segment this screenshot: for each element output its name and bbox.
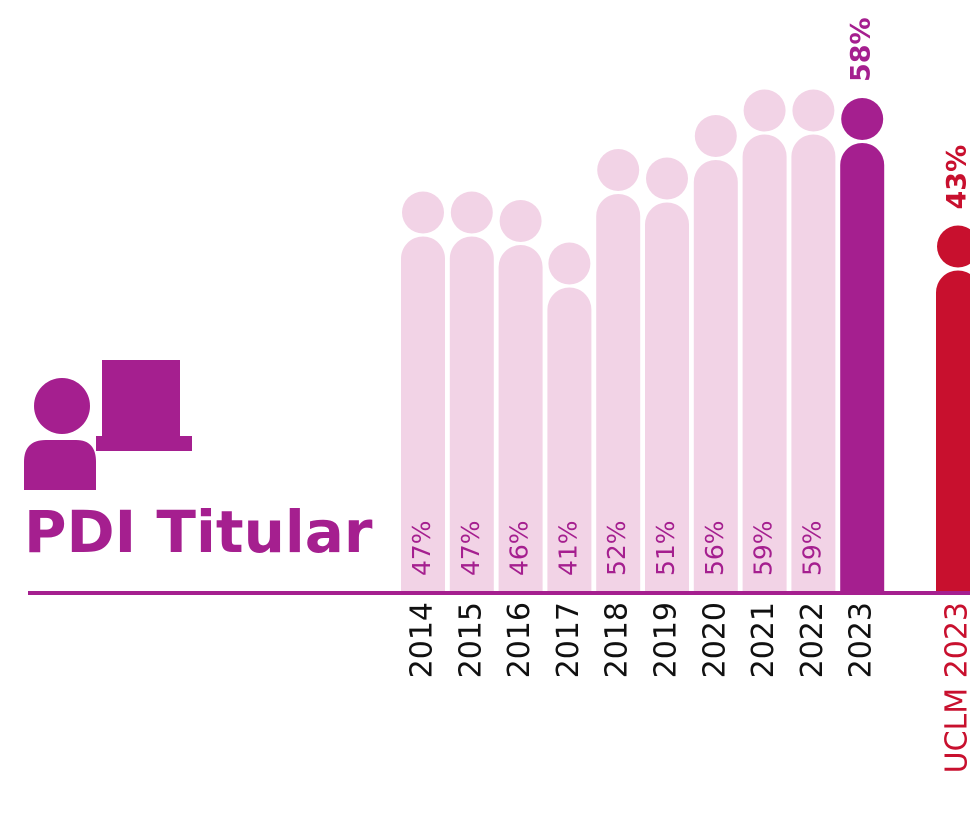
value-label: 43% xyxy=(942,145,970,210)
bar xyxy=(401,191,445,591)
icon-head xyxy=(34,378,90,434)
bar-head xyxy=(694,115,737,157)
value-label: 47% xyxy=(456,520,485,576)
bar-head xyxy=(597,149,640,191)
x-tick-label: 2016 xyxy=(502,602,537,678)
bar-body xyxy=(840,143,885,591)
bar xyxy=(596,149,641,591)
bar-body xyxy=(742,134,787,591)
bar-head xyxy=(841,98,884,140)
bar-head xyxy=(402,191,444,234)
icon-body xyxy=(24,440,96,490)
bar xyxy=(791,89,836,591)
bar-head xyxy=(646,157,688,200)
x-tick-label: 2019 xyxy=(649,602,684,678)
x-tick-label: 2015 xyxy=(453,602,488,678)
bar xyxy=(449,191,494,591)
value-label: 51% xyxy=(651,520,680,576)
bar xyxy=(840,98,885,591)
bar-body xyxy=(547,287,592,591)
bar-body xyxy=(645,202,689,592)
bar xyxy=(693,115,738,592)
value-label: 47% xyxy=(407,520,436,576)
x-tick-label: 2023 xyxy=(844,602,879,678)
icon-desk xyxy=(96,436,192,451)
value-label: 59% xyxy=(749,520,778,576)
bar-head xyxy=(792,89,835,132)
x-tick-label: 2020 xyxy=(697,602,732,678)
x-tick-label: UCLM 2023 xyxy=(940,602,970,773)
value-label: 58% xyxy=(846,17,877,82)
bar-body xyxy=(791,134,836,591)
icon xyxy=(24,360,192,490)
value-label: 52% xyxy=(602,520,631,576)
x-tick-label: 2021 xyxy=(746,602,781,678)
bar xyxy=(742,89,787,591)
value-label: 41% xyxy=(553,520,582,576)
value-label: 46% xyxy=(505,520,534,576)
bar-head xyxy=(937,225,970,268)
bar-head xyxy=(743,89,786,132)
bar-body xyxy=(449,236,494,591)
x-tick-label: 2022 xyxy=(795,602,830,678)
bar xyxy=(547,242,592,591)
x-tick-label: 2017 xyxy=(551,602,586,678)
chart-title: PDI Titular xyxy=(24,498,373,566)
bar-body xyxy=(936,270,970,591)
bar-body xyxy=(498,245,543,591)
bar-head xyxy=(548,242,591,285)
x-tick-label: 2018 xyxy=(600,602,635,678)
bar-head xyxy=(499,200,542,242)
icon-screen xyxy=(102,360,180,436)
bar xyxy=(645,157,689,592)
bar-head xyxy=(450,191,493,234)
bar xyxy=(498,200,543,591)
bar-body xyxy=(596,194,641,591)
value-label: 59% xyxy=(797,520,826,576)
value-label: 56% xyxy=(700,520,729,576)
bar xyxy=(936,225,970,591)
bar-body xyxy=(693,160,738,592)
bar-body xyxy=(401,236,445,591)
x-tick-label: 2014 xyxy=(405,602,440,678)
